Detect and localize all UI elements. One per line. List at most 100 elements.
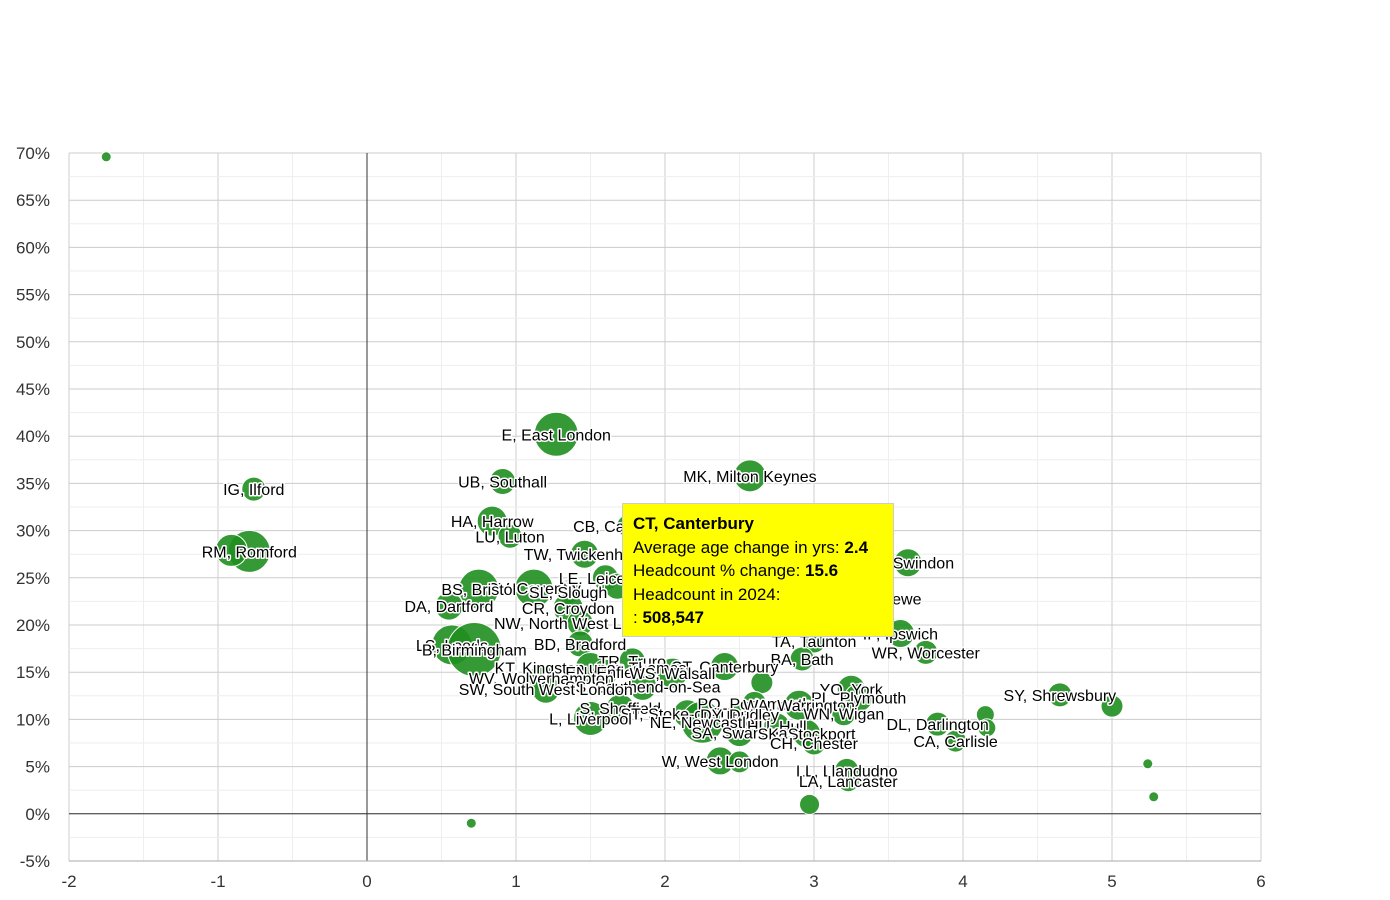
tooltip-age-label: Average age change in yrs: (633, 537, 840, 557)
tooltip-row-headcount-change: Headcount % change: 15.6 (633, 559, 883, 583)
bubble-point[interactable] (497, 523, 523, 549)
tooltip-headcount-prefix: : (633, 608, 638, 627)
bubble-point[interactable] (913, 639, 939, 665)
bubble-label: WR, Worcester (872, 645, 981, 662)
bubble-point[interactable] (458, 568, 500, 610)
bubble-point[interactable] (710, 652, 740, 682)
tooltip-headcount-label: Headcount in 2024: (633, 584, 781, 604)
bubble-label: WA, Warrington (743, 698, 855, 715)
bubble-label: UB, Southall (458, 475, 547, 492)
bubble-label: YO, York (820, 682, 884, 699)
tooltip-title: CT, Canterbury (633, 514, 754, 533)
bubble-point[interactable] (831, 701, 857, 727)
x-tick-label: 0 (362, 872, 371, 891)
bubble-point[interactable] (801, 730, 827, 756)
hover-tooltip: CT, Canterbury Average age change in yrs… (622, 503, 894, 637)
tick-labels: -2 -1 0 1 2 3 4 5 6 70% 65% 60% 55% 50% 45% 40% 35% 30% 25… (16, 144, 1266, 891)
bubble-label: DA, Dartford (404, 599, 493, 616)
y-tick-label: 10% (16, 710, 50, 729)
bubble-point[interactable] (1148, 791, 1160, 803)
bubble-point[interactable] (434, 591, 464, 621)
tooltip-row-headcount-value: : 508,547 (633, 606, 883, 630)
bubble-point[interactable] (531, 674, 561, 704)
bubble-label: SA, Swansea (691, 726, 787, 743)
bubble-label: IG, Ilford (223, 482, 284, 499)
x-tick-label: 6 (1256, 872, 1265, 891)
y-tick-label: 65% (16, 191, 50, 210)
bubble-label: LU, Luton (475, 529, 544, 546)
x-tick-label: -2 (61, 872, 76, 891)
bubble-point[interactable] (605, 693, 635, 723)
bubble-point[interactable] (763, 712, 791, 740)
bubble-point[interactable] (570, 539, 600, 569)
bubble-label: LA, Lancaster (799, 774, 898, 791)
bubble-label: SW, South West London (459, 682, 633, 699)
bubble-label: LL, Llandudno (796, 763, 898, 780)
bubble-point[interactable] (214, 533, 248, 567)
bubble-point[interactable] (733, 459, 767, 493)
bubble-label: CV, Coventry (487, 581, 581, 598)
bubble-label: HA, Harrow (451, 514, 534, 531)
bubble-label: L, Liverpool (549, 711, 632, 728)
bubble-label: B, Birmingham (422, 643, 527, 660)
bubble-point[interactable] (680, 700, 724, 744)
bubble-point[interactable] (925, 711, 951, 737)
bubble-label: CH, Chester (770, 736, 859, 753)
bubble-label: BD, Bradford (534, 637, 626, 654)
y-tick-label: 70% (16, 144, 50, 163)
bubble-label: S, Sheffield (580, 701, 662, 718)
y-tick-label: -5% (20, 852, 50, 871)
bubble-label: W, West London (662, 754, 779, 771)
tooltip-headcount-change-label: Headcount % change: (633, 561, 801, 580)
bubble-point[interactable] (1047, 682, 1073, 708)
bubble-point[interactable] (783, 689, 815, 721)
bubble-label: SL, Slough (529, 585, 607, 602)
bubble-label: DY, Dudley (700, 708, 779, 725)
bubble-point[interactable] (836, 769, 860, 793)
grid (68, 152, 1262, 862)
bubble-label: NE, Newcastle (650, 715, 755, 732)
bubble-point[interactable] (241, 476, 267, 502)
y-tick-label: 0% (25, 805, 50, 824)
bubble-label: BS, Bristol (441, 582, 516, 599)
tooltip-headcount-value: 508,547 (642, 608, 704, 627)
bubble-point[interactable] (533, 411, 579, 457)
tooltip-headcount-change-value: 15.6 (805, 561, 839, 580)
bubble-point[interactable] (591, 658, 619, 686)
y-tick-label: 15% (16, 663, 50, 682)
bubble-label: SS, Southend-on-Sea (565, 679, 721, 696)
bubble-label: WV, Wolverhampton (469, 671, 614, 688)
bubble-point[interactable] (1142, 758, 1154, 770)
bubble-point[interactable] (944, 729, 968, 753)
bubble-point[interactable] (489, 468, 517, 496)
bubble-point[interactable] (1100, 694, 1124, 718)
bubble-point[interactable] (728, 750, 751, 774)
bubble-point[interactable] (799, 793, 821, 815)
y-tick-label: 55% (16, 286, 50, 305)
bubble-point[interactable] (465, 817, 477, 829)
x-tick-label: 2 (660, 872, 669, 891)
bubble-point[interactable] (514, 568, 554, 608)
y-tick-label: 35% (16, 474, 50, 493)
x-tick-label: 1 (511, 872, 520, 891)
bubble-point[interactable] (573, 700, 608, 736)
bubble-point[interactable] (618, 647, 646, 675)
bubble-point[interactable] (725, 718, 754, 748)
bubble-point[interactable] (656, 657, 688, 689)
y-tick-label: 50% (16, 333, 50, 352)
y-tick-label: 60% (16, 238, 50, 257)
y-tick-label: 25% (16, 569, 50, 588)
bubble-point[interactable] (977, 718, 997, 738)
tooltip-age-value: 2.4 (844, 537, 869, 557)
bubble-point[interactable] (476, 505, 508, 537)
bubble-label: KT, Kingston upon Thames (495, 660, 687, 677)
bubble-labels: E, East London MK, Milton Keynes UB, South… (200, 426, 1117, 792)
bubble-label: DL, Darlington (887, 717, 989, 734)
bubble-point[interactable] (100, 151, 112, 163)
bubble-point[interactable] (628, 671, 658, 701)
bubble-label: TA, Taunton (772, 634, 857, 651)
bubble-point[interactable] (446, 622, 502, 678)
bubble-point[interactable] (789, 646, 815, 672)
bubble-label: CT, Canterbury (671, 660, 779, 677)
bubble-label: CA, Carlisle (913, 734, 998, 751)
